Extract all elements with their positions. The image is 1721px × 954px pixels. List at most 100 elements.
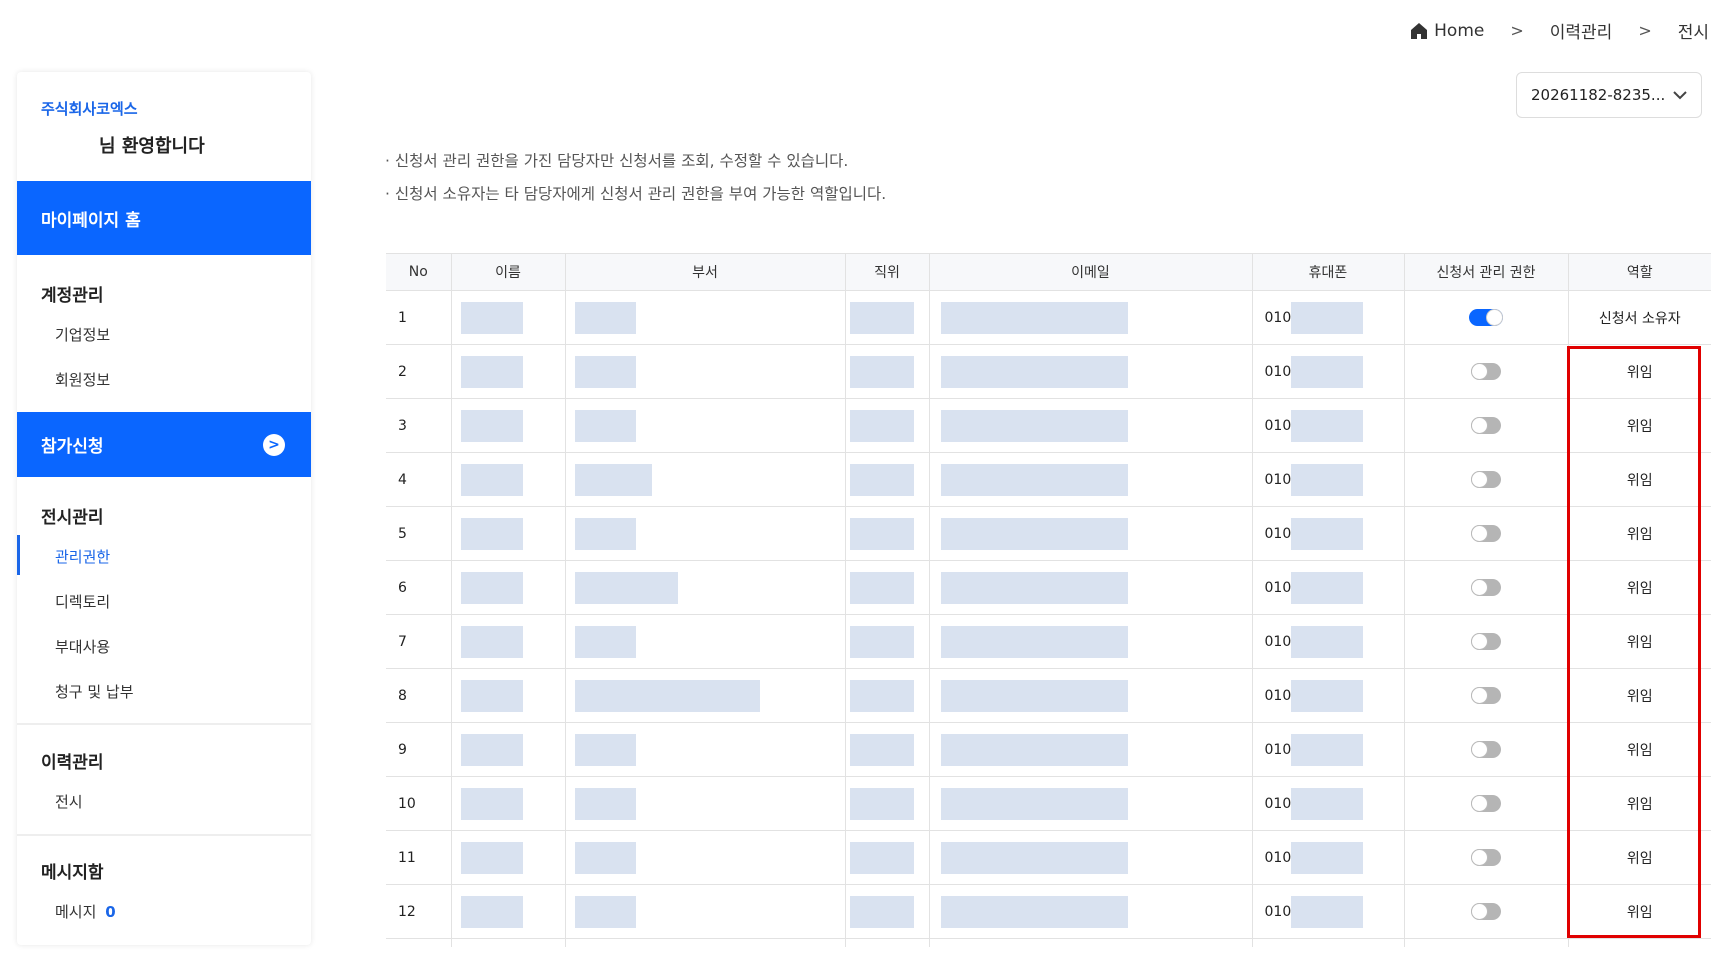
breadcrumb: Home > 이력관리 > 전시 bbox=[1410, 18, 1709, 43]
sidebar-item-company-info[interactable]: 기업정보 bbox=[55, 326, 111, 344]
row-no: 7 bbox=[386, 614, 451, 669]
sidebar-item-messages[interactable]: 메시지 0 bbox=[55, 901, 116, 922]
col-role: 역할 bbox=[1567, 253, 1711, 291]
redacted-name bbox=[460, 841, 523, 874]
email-cell bbox=[928, 614, 1252, 669]
role-cell: 위임 bbox=[1567, 668, 1711, 723]
role-cell: 위임 bbox=[1567, 344, 1711, 399]
permission-cell bbox=[1403, 506, 1568, 561]
permission-cell bbox=[1403, 614, 1568, 669]
department-cell bbox=[564, 398, 845, 453]
divider bbox=[17, 834, 311, 836]
breadcrumb-history[interactable]: 이력관리 bbox=[1549, 23, 1613, 43]
sidebar-item-extra-usage[interactable]: 부대사용 bbox=[55, 638, 111, 656]
sidebar-item-directory[interactable]: 디렉토리 bbox=[55, 593, 111, 611]
position-cell bbox=[844, 668, 929, 723]
permission-toggle[interactable] bbox=[1471, 903, 1501, 920]
permission-toggle[interactable] bbox=[1471, 849, 1501, 866]
redacted-phone bbox=[1291, 733, 1364, 766]
redacted-department bbox=[574, 679, 760, 712]
redacted-email bbox=[940, 409, 1128, 442]
company-name: 주식회사코엑스 bbox=[41, 100, 138, 118]
position-cell bbox=[844, 452, 929, 507]
breadcrumb-home[interactable]: Home bbox=[1434, 20, 1485, 41]
permission-toggle[interactable] bbox=[1471, 741, 1501, 758]
redacted-email bbox=[940, 787, 1128, 820]
permission-cell bbox=[1403, 290, 1568, 345]
sidebar-section-message: 메시지함 bbox=[41, 863, 104, 883]
permission-toggle[interactable] bbox=[1471, 417, 1501, 434]
redacted-position bbox=[849, 355, 914, 388]
phone-cell: 010 bbox=[1251, 290, 1404, 345]
phone-prefix: 010 bbox=[1264, 633, 1292, 650]
sidebar-item-member-info[interactable]: 회원정보 bbox=[55, 371, 111, 389]
phone-cell: 010 bbox=[1251, 560, 1404, 615]
permission-toggle[interactable] bbox=[1471, 687, 1501, 704]
sidebar-mypage-home[interactable]: 마이페이지 홈 bbox=[17, 181, 311, 255]
redacted-department bbox=[574, 409, 636, 442]
row-no: 11 bbox=[386, 830, 451, 885]
department-cell bbox=[564, 830, 845, 885]
redacted-phone bbox=[1291, 571, 1364, 604]
department-cell bbox=[564, 290, 845, 345]
redacted-position bbox=[849, 517, 914, 550]
position-cell bbox=[844, 614, 929, 669]
role-cell: 위임 bbox=[1567, 452, 1711, 507]
permission-toggle[interactable] bbox=[1471, 471, 1501, 488]
permission-toggle[interactable] bbox=[1469, 309, 1503, 326]
email-cell bbox=[928, 722, 1252, 777]
phone-cell: 010 bbox=[1251, 668, 1404, 723]
application-select-value: 20261182-8235... bbox=[1531, 86, 1666, 104]
phone-cell: 010 bbox=[1251, 452, 1404, 507]
role-cell: 위임 bbox=[1567, 776, 1711, 831]
table-row: 6 010 위임 bbox=[386, 560, 1711, 615]
phone-prefix: 010 bbox=[1264, 687, 1292, 704]
application-select[interactable]: 20261182-8235... bbox=[1516, 72, 1702, 118]
name-cell bbox=[450, 398, 565, 453]
table-row: 7 010 위임 bbox=[386, 614, 1711, 669]
redacted-email bbox=[940, 679, 1128, 712]
permission-toggle[interactable] bbox=[1471, 363, 1501, 380]
phone-cell: 010 bbox=[1251, 344, 1404, 399]
sidebar-item-billing[interactable]: 청구 및 납부 bbox=[55, 683, 134, 701]
permission-toggle[interactable] bbox=[1471, 795, 1501, 812]
phone-cell: 010 bbox=[1251, 884, 1404, 939]
department-cell bbox=[564, 884, 845, 939]
position-cell bbox=[844, 398, 929, 453]
permission-cell bbox=[1403, 830, 1568, 885]
redacted-department bbox=[574, 895, 636, 928]
redacted-email bbox=[940, 895, 1128, 928]
breadcrumb-current: 전시 bbox=[1677, 23, 1709, 43]
phone-prefix: 010 bbox=[1264, 525, 1292, 542]
permission-toggle[interactable] bbox=[1471, 525, 1501, 542]
name-cell bbox=[450, 668, 565, 723]
redacted-department bbox=[574, 571, 678, 604]
redacted-phone bbox=[1291, 841, 1364, 874]
redacted-position bbox=[849, 733, 914, 766]
row-no: 5 bbox=[386, 506, 451, 561]
home-icon[interactable] bbox=[1410, 22, 1428, 40]
table-row: 3 010 위임 bbox=[386, 398, 1711, 453]
name-cell bbox=[450, 506, 565, 561]
position-cell bbox=[844, 290, 929, 345]
permission-cell bbox=[1403, 398, 1568, 453]
table-row: 12 010 위임 bbox=[386, 884, 1711, 939]
department-cell bbox=[564, 452, 845, 507]
redacted-position bbox=[849, 787, 914, 820]
notice-line: · 신청서 소유자는 타 담당자에게 신청서 관리 권한을 부여 가능한 역할입… bbox=[385, 185, 887, 203]
row-no: 6 bbox=[386, 560, 451, 615]
sidebar-item-history-exhibit[interactable]: 전시 bbox=[55, 793, 83, 811]
permission-toggle[interactable] bbox=[1471, 579, 1501, 596]
redacted-email bbox=[940, 571, 1128, 604]
sidebar-item-permissions[interactable]: 관리권한 bbox=[55, 548, 111, 566]
permission-toggle[interactable] bbox=[1471, 633, 1501, 650]
row-no: 10 bbox=[386, 776, 451, 831]
col-permission: 신청서 관리 권한 bbox=[1403, 253, 1568, 291]
redacted-position bbox=[849, 895, 914, 928]
name-cell bbox=[450, 830, 565, 885]
sidebar-apply[interactable]: 참가신청 > bbox=[17, 412, 311, 477]
permission-cell bbox=[1403, 452, 1568, 507]
chevron-right-icon: > bbox=[1510, 21, 1524, 40]
col-department: 부서 bbox=[564, 253, 845, 291]
phone-prefix: 010 bbox=[1264, 849, 1292, 866]
